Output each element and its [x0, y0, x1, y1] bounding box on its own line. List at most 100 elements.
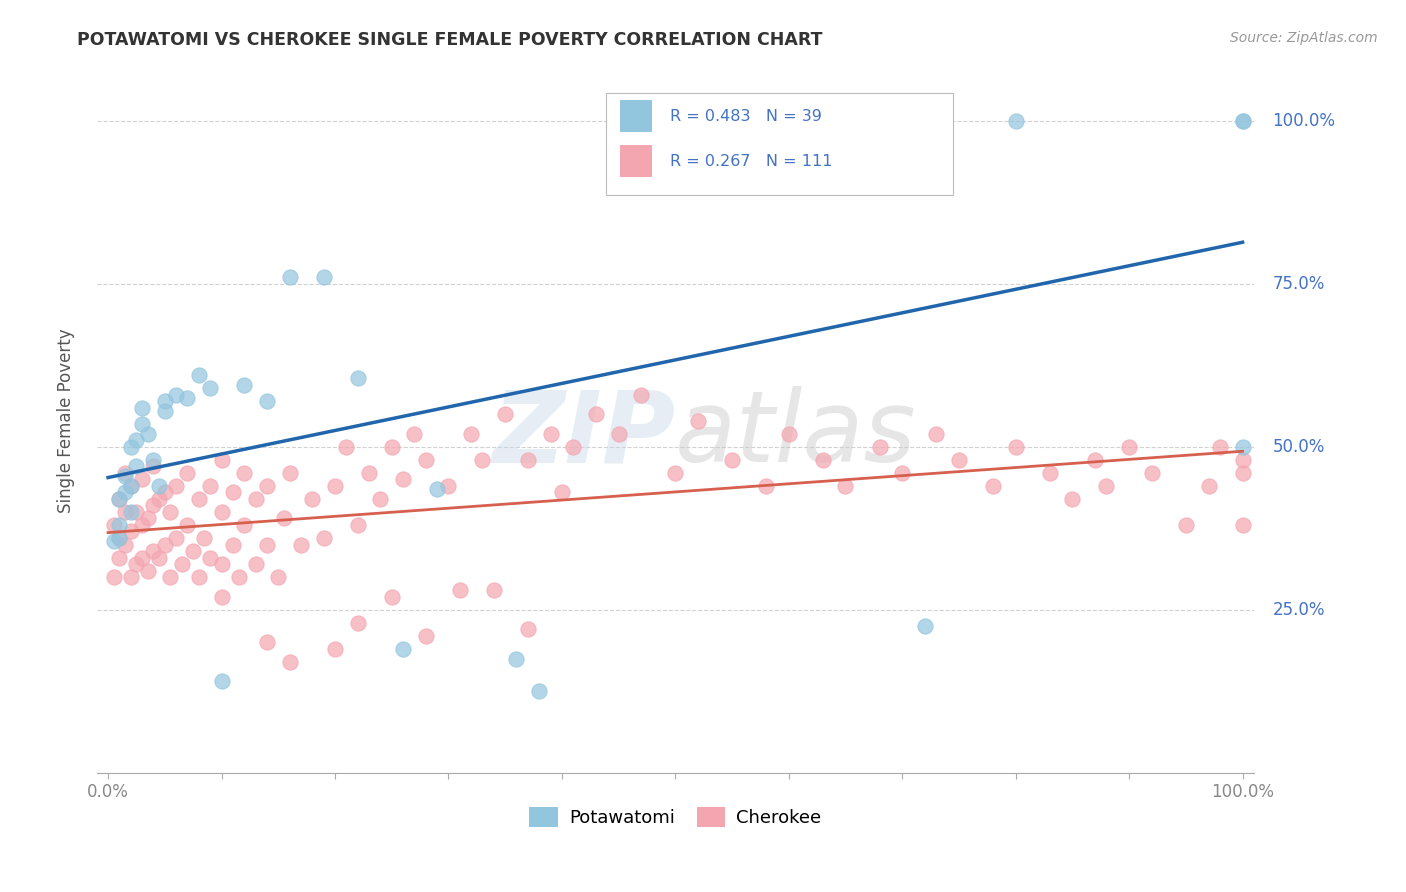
Point: [108, 531, 131, 545]
Point: [108, 550, 131, 565]
Point: [1118, 440, 1140, 454]
Text: R = 0.267   N = 111: R = 0.267 N = 111: [669, 153, 832, 169]
Point: [211, 452, 233, 467]
Point: [120, 479, 142, 493]
Point: [516, 452, 538, 467]
Point: [131, 417, 153, 431]
Point: [245, 491, 267, 506]
Point: [607, 426, 630, 441]
Point: [153, 485, 176, 500]
Point: [125, 557, 148, 571]
Point: [125, 459, 148, 474]
Point: [1232, 452, 1254, 467]
Point: [290, 537, 312, 551]
Point: [108, 491, 131, 506]
Point: [811, 113, 834, 128]
Point: [1232, 440, 1254, 454]
Point: [516, 622, 538, 636]
Point: [925, 426, 948, 441]
Point: [148, 550, 170, 565]
Point: [211, 590, 233, 604]
Point: [811, 113, 834, 128]
Point: [142, 459, 165, 474]
Point: [585, 407, 607, 421]
Point: [233, 377, 256, 392]
Point: [527, 684, 550, 698]
Point: [136, 426, 159, 441]
Point: [392, 472, 415, 486]
Point: [437, 479, 460, 493]
Point: [1198, 479, 1220, 493]
Point: [187, 491, 209, 506]
Point: [159, 505, 181, 519]
Point: [211, 505, 233, 519]
Point: [148, 479, 170, 493]
Point: [256, 635, 278, 649]
Point: [1095, 479, 1118, 493]
Point: [193, 531, 215, 545]
Point: [1232, 113, 1254, 128]
Point: [176, 518, 198, 533]
Point: [562, 440, 585, 454]
Point: [404, 426, 426, 441]
Point: [114, 466, 136, 480]
Point: [278, 655, 301, 669]
Point: [181, 544, 204, 558]
Point: [114, 485, 136, 500]
Point: [103, 570, 125, 584]
Bar: [620, 100, 652, 132]
Point: [245, 557, 267, 571]
Point: [721, 452, 744, 467]
Point: [381, 440, 404, 454]
Point: [471, 452, 494, 467]
Point: [211, 674, 233, 689]
Point: [103, 518, 125, 533]
Point: [460, 426, 482, 441]
Point: [540, 426, 562, 441]
Point: [170, 557, 193, 571]
Point: [108, 531, 131, 545]
Text: Source: ZipAtlas.com: Source: ZipAtlas.com: [1230, 31, 1378, 45]
Point: [165, 531, 187, 545]
Point: [301, 491, 323, 506]
Point: [392, 641, 415, 656]
Point: [120, 440, 142, 454]
Point: [165, 479, 187, 493]
Point: [108, 518, 131, 533]
Point: [1174, 518, 1197, 533]
Point: [346, 371, 368, 385]
Point: [222, 485, 245, 500]
Point: [114, 537, 136, 551]
Point: [108, 491, 131, 506]
Point: [323, 641, 346, 656]
Point: [222, 537, 245, 551]
Point: [981, 479, 1004, 493]
Point: [228, 570, 250, 584]
Point: [159, 570, 181, 584]
Point: [778, 426, 800, 441]
Point: [278, 466, 301, 480]
Point: [664, 466, 686, 480]
Point: [142, 544, 165, 558]
Point: [120, 479, 142, 493]
Point: [312, 270, 335, 285]
Point: [630, 387, 652, 401]
Text: 50.0%: 50.0%: [1272, 438, 1324, 456]
Point: [346, 518, 368, 533]
FancyBboxPatch shape: [606, 93, 953, 195]
Point: [125, 505, 148, 519]
Point: [125, 433, 148, 447]
Bar: [620, 145, 652, 177]
Point: [153, 394, 176, 409]
Point: [198, 550, 221, 565]
Text: 75.0%: 75.0%: [1272, 275, 1324, 293]
Point: [1084, 452, 1107, 467]
Text: atlas: atlas: [675, 386, 917, 483]
Point: [131, 518, 153, 533]
Point: [482, 583, 505, 598]
Point: [312, 531, 335, 545]
Legend: Potawatomi, Cherokee: Potawatomi, Cherokee: [522, 800, 828, 834]
Point: [415, 452, 437, 467]
Point: [198, 479, 221, 493]
Point: [131, 472, 153, 486]
